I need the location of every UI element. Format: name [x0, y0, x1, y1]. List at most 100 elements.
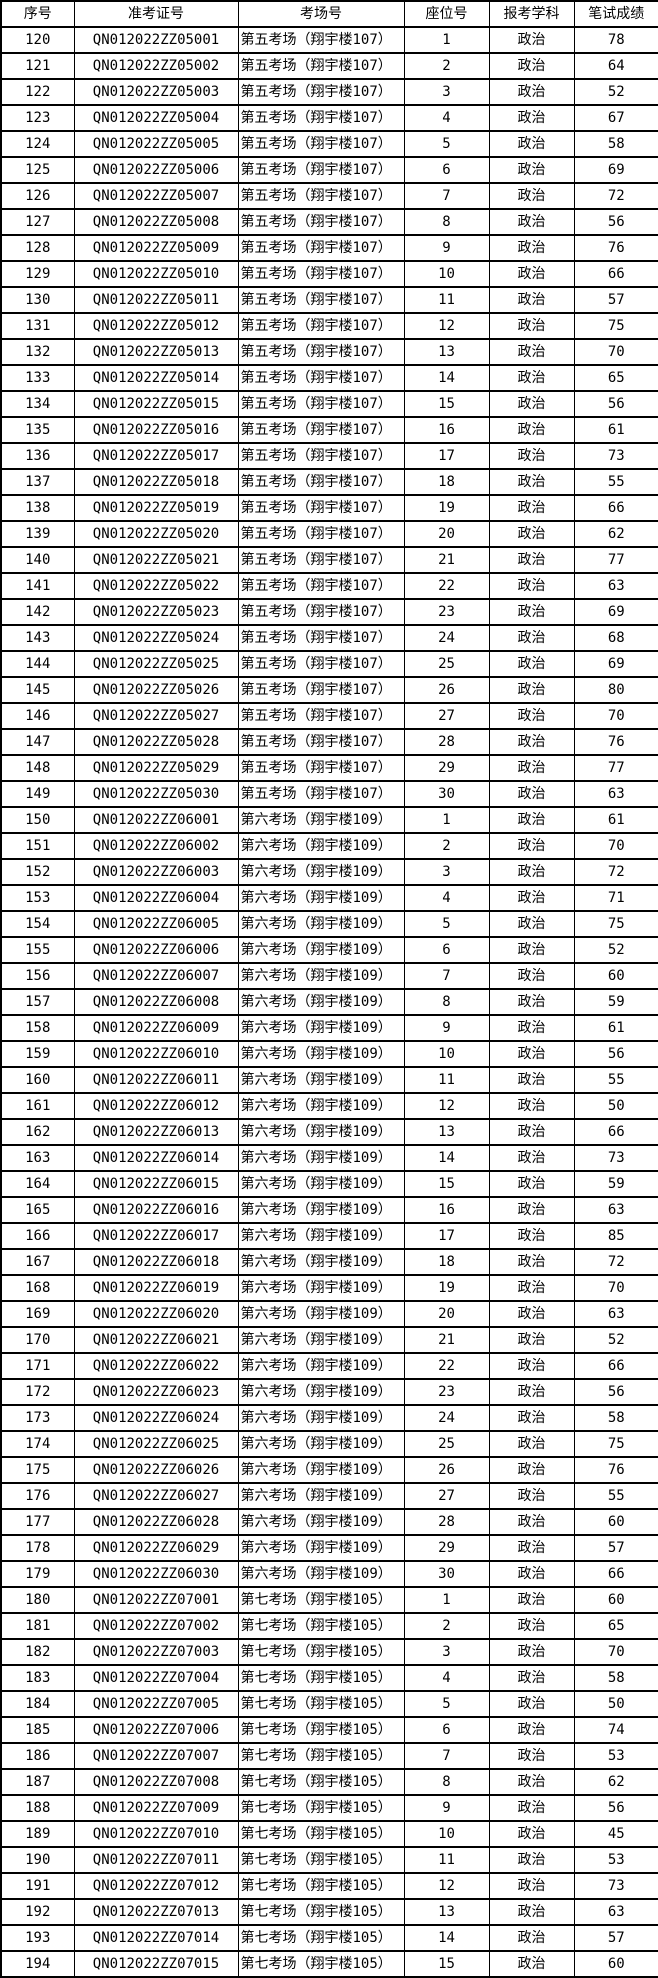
seat-cell: 15: [403, 1170, 490, 1198]
subject-cell: 政治: [488, 130, 575, 158]
subject-cell: 政治: [488, 442, 575, 470]
index-cell: 165: [0, 1196, 75, 1224]
score-cell: 53: [573, 1742, 658, 1770]
score-cell: 85: [573, 1222, 658, 1250]
room-cell: 第六考场（翔宇楼109）: [237, 1378, 405, 1406]
ticket-cell: QN012022ZZ06019: [73, 1274, 239, 1302]
score-cell: 57: [573, 1534, 658, 1562]
index-cell: 184: [0, 1690, 75, 1718]
subject-cell: 政治: [488, 312, 575, 340]
index-cell: 136: [0, 442, 75, 470]
room-cell: 第七考场（翔宇楼105）: [237, 1716, 405, 1744]
subject-cell: 政治: [488, 1430, 575, 1458]
room-cell: 第五考场（翔宇楼107）: [237, 104, 405, 132]
seat-cell: 9: [403, 1794, 490, 1822]
table-row: 185 QN012022ZZ07006 第七考场（翔宇楼105） 6 政治 74: [0, 1716, 658, 1744]
table-row: 135 QN012022ZZ05016 第五考场（翔宇楼107） 16 政治 61: [0, 416, 658, 444]
seat-cell: 6: [403, 156, 490, 184]
ticket-cell: QN012022ZZ05015: [73, 390, 239, 418]
room-cell: 第六考场（翔宇楼109）: [237, 1482, 405, 1510]
ticket-cell: QN012022ZZ05009: [73, 234, 239, 262]
seat-cell: 15: [403, 1950, 490, 1978]
index-cell: 158: [0, 1014, 75, 1042]
room-cell: 第六考场（翔宇楼109）: [237, 1300, 405, 1328]
index-cell: 144: [0, 650, 75, 678]
score-cell: 72: [573, 1248, 658, 1276]
ticket-cell: QN012022ZZ06015: [73, 1170, 239, 1198]
subject-cell: 政治: [488, 962, 575, 990]
room-cell: 第七考场（翔宇楼105）: [237, 1638, 405, 1666]
seat-cell: 17: [403, 1222, 490, 1250]
ticket-cell: QN012022ZZ06029: [73, 1534, 239, 1562]
table-row: 165 QN012022ZZ06016 第六考场（翔宇楼109） 16 政治 63: [0, 1196, 658, 1224]
index-cell: 193: [0, 1924, 75, 1952]
table-row: 158 QN012022ZZ06009 第六考场（翔宇楼109） 9 政治 61: [0, 1014, 658, 1042]
table-row: 189 QN012022ZZ07010 第七考场（翔宇楼105） 10 政治 45: [0, 1820, 658, 1848]
score-cell: 52: [573, 1326, 658, 1354]
room-cell: 第七考场（翔宇楼105）: [237, 1924, 405, 1952]
subject-cell: 政治: [488, 182, 575, 210]
ticket-cell: QN012022ZZ06017: [73, 1222, 239, 1250]
room-cell: 第六考场（翔宇楼109）: [237, 910, 405, 938]
subject-cell: 政治: [488, 494, 575, 522]
subject-cell: 政治: [488, 728, 575, 756]
table-row: 167 QN012022ZZ06018 第六考场（翔宇楼109） 18 政治 72: [0, 1248, 658, 1276]
ticket-cell: QN012022ZZ06024: [73, 1404, 239, 1432]
ticket-cell: QN012022ZZ07015: [73, 1950, 239, 1978]
room-cell: 第五考场（翔宇楼107）: [237, 390, 405, 418]
room-cell: 第五考场（翔宇楼107）: [237, 260, 405, 288]
seat-cell: 1: [403, 806, 490, 834]
room-cell: 第六考场（翔宇楼109）: [237, 1534, 405, 1562]
ticket-cell: QN012022ZZ07007: [73, 1742, 239, 1770]
score-cell: 52: [573, 78, 658, 106]
seat-cell: 20: [403, 520, 490, 548]
room-cell: 第六考场（翔宇楼109）: [237, 936, 405, 964]
room-cell: 第五考场（翔宇楼107）: [237, 286, 405, 314]
table-row: 155 QN012022ZZ06006 第六考场（翔宇楼109） 6 政治 52: [0, 936, 658, 964]
room-cell: 第六考场（翔宇楼109）: [237, 1326, 405, 1354]
table-row: 157 QN012022ZZ06008 第六考场（翔宇楼109） 8 政治 59: [0, 988, 658, 1016]
ticket-cell: QN012022ZZ05019: [73, 494, 239, 522]
index-cell: 179: [0, 1560, 75, 1588]
table-row: 150 QN012022ZZ06001 第六考场（翔宇楼109） 1 政治 61: [0, 806, 658, 834]
ticket-cell: QN012022ZZ07009: [73, 1794, 239, 1822]
room-cell: 第五考场（翔宇楼107）: [237, 598, 405, 626]
room-cell: 第七考场（翔宇楼105）: [237, 1664, 405, 1692]
table-row: 129 QN012022ZZ05010 第五考场（翔宇楼107） 10 政治 66: [0, 260, 658, 288]
table-row: 137 QN012022ZZ05018 第五考场（翔宇楼107） 18 政治 55: [0, 468, 658, 496]
subject-cell: 政治: [488, 988, 575, 1016]
subject-cell: 政治: [488, 1404, 575, 1432]
subject-cell: 政治: [488, 364, 575, 392]
room-cell: 第五考场（翔宇楼107）: [237, 130, 405, 158]
seat-cell: 16: [403, 416, 490, 444]
seat-cell: 8: [403, 208, 490, 236]
score-cell: 60: [573, 962, 658, 990]
index-cell: 128: [0, 234, 75, 262]
seat-cell: 6: [403, 1716, 490, 1744]
table-row: 174 QN012022ZZ06025 第六考场（翔宇楼109） 25 政治 75: [0, 1430, 658, 1458]
seat-cell: 18: [403, 468, 490, 496]
subject-cell: 政治: [488, 520, 575, 548]
subject-cell: 政治: [488, 1352, 575, 1380]
index-cell: 188: [0, 1794, 75, 1822]
table-row: 161 QN012022ZZ06012 第六考场（翔宇楼109） 12 政治 50: [0, 1092, 658, 1120]
seat-cell: 12: [403, 1872, 490, 1900]
room-cell: 第六考场（翔宇楼109）: [237, 1014, 405, 1042]
room-cell: 第五考场（翔宇楼107）: [237, 234, 405, 262]
index-cell: 124: [0, 130, 75, 158]
ticket-cell: QN012022ZZ05003: [73, 78, 239, 106]
ticket-cell: QN012022ZZ06018: [73, 1248, 239, 1276]
ticket-cell: QN012022ZZ05014: [73, 364, 239, 392]
table-row: 121 QN012022ZZ05002 第五考场（翔宇楼107） 2 政治 64: [0, 52, 658, 80]
table-row: 184 QN012022ZZ07005 第七考场（翔宇楼105） 5 政治 50: [0, 1690, 658, 1718]
seat-cell: 22: [403, 572, 490, 600]
seat-cell: 3: [403, 78, 490, 106]
index-cell: 146: [0, 702, 75, 730]
score-cell: 56: [573, 208, 658, 236]
subject-cell: 政治: [488, 780, 575, 808]
seat-cell: 26: [403, 676, 490, 704]
table-row: 175 QN012022ZZ06026 第六考场（翔宇楼109） 26 政治 76: [0, 1456, 658, 1484]
ticket-cell: QN012022ZZ05002: [73, 52, 239, 80]
index-cell: 131: [0, 312, 75, 340]
